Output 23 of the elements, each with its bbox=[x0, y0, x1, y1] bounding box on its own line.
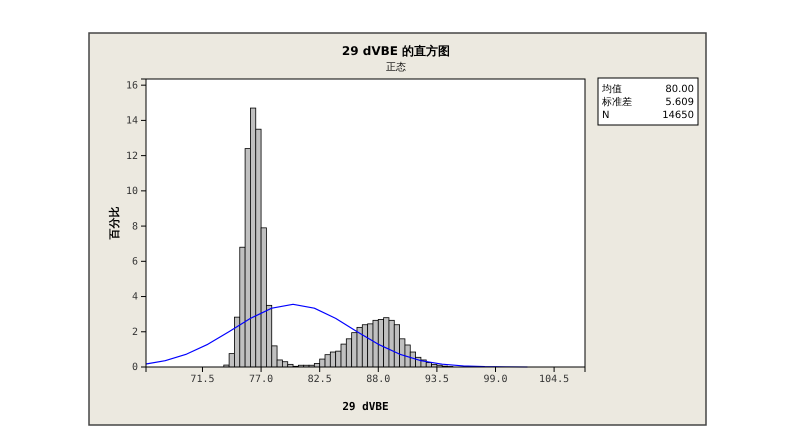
text: 标准差 5.609 bbox=[602, 97, 694, 108]
y-tick-label: 2 bbox=[132, 326, 138, 338]
x-tick-label: 88.0 bbox=[366, 374, 390, 386]
x-tick-label: 93.5 bbox=[424, 374, 449, 386]
chart-subtitle: 正态 bbox=[386, 61, 406, 73]
y-tick-label: 4 bbox=[132, 292, 138, 303]
y-tick-label: 14 bbox=[126, 116, 138, 127]
y-tick-label: 0 bbox=[132, 362, 138, 374]
x-tick-label: 104.5 bbox=[539, 374, 570, 386]
y-tick-label: 12 bbox=[126, 150, 138, 162]
y-tick-label: 8 bbox=[132, 221, 138, 232]
x-tick-label: 99.0 bbox=[483, 374, 508, 386]
x-tick-label: 77.0 bbox=[249, 374, 274, 386]
x-axis-title: 29 dVBE bbox=[342, 400, 389, 413]
x-tick-label: 82.5 bbox=[308, 374, 332, 386]
x-tick-label: 71.5 bbox=[190, 374, 215, 386]
chart-title: 29 dVBE 的直方图 bbox=[342, 44, 450, 58]
y-axis-title: 百分比 bbox=[108, 206, 121, 240]
y-tick-label: 6 bbox=[132, 256, 138, 268]
text: N 14650 bbox=[602, 110, 694, 121]
text: 均值 80.00 bbox=[602, 84, 694, 95]
y-tick-label: 10 bbox=[126, 186, 138, 198]
y-tick-label: 16 bbox=[126, 80, 138, 92]
